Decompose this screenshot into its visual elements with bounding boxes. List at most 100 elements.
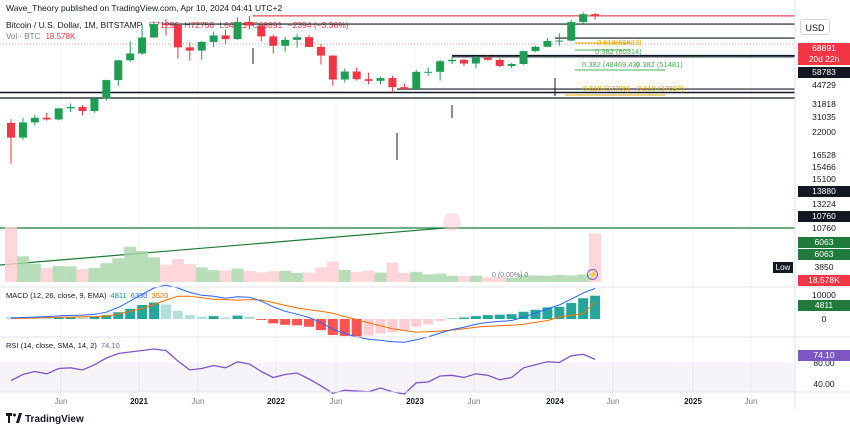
low-label: L — [219, 20, 225, 30]
candle-body — [543, 40, 552, 47]
volume-label: Vol · BTC — [6, 32, 41, 41]
volume-bar — [243, 271, 256, 282]
volume-bar — [434, 273, 447, 282]
macd-histogram-bar — [137, 304, 148, 319]
macd-histogram-bar — [268, 319, 279, 324]
volume-tag: 18.578K — [798, 274, 850, 286]
macd-title: MACD (12, 26, close, 9, EMA) — [6, 291, 107, 300]
rsi-title: RSI (14, close, SMA, 14, 2) — [6, 341, 97, 350]
candle-body — [7, 122, 15, 138]
price-label: 10760 — [798, 222, 850, 234]
price-label: 15100 — [798, 173, 850, 185]
macd-histogram-bar — [220, 317, 231, 319]
candle-body — [185, 47, 194, 51]
macd-histogram-bar — [554, 306, 565, 319]
macd-histogram-bar — [65, 317, 76, 319]
volume-bar — [112, 258, 125, 282]
rsi-value-tag: 74.10 — [798, 349, 850, 361]
volume-bar — [219, 270, 232, 282]
currency-button[interactable]: USD — [800, 19, 830, 35]
candle-body — [495, 59, 504, 66]
volume-bar — [529, 275, 542, 282]
volume-bar — [255, 272, 268, 282]
macd-histogram-bar — [160, 304, 171, 319]
volume-bar — [124, 246, 137, 282]
volume-bar — [5, 227, 17, 282]
volume-bar — [76, 269, 89, 282]
macd-histogram-bar — [53, 317, 64, 319]
candle-body — [293, 37, 302, 40]
macd-histogram-bar — [363, 319, 374, 336]
volume-bar — [362, 270, 375, 282]
current-price-tag: 68891 — [798, 42, 850, 54]
fib-label-618a: 0.618 (37706) — [583, 84, 630, 93]
macd-histogram-bar — [77, 317, 88, 319]
symbol-name: Bitcoin / U.S. Dollar, 1M, BITSTAMP — [6, 20, 143, 30]
candle-body — [281, 39, 290, 46]
volume-bar — [279, 270, 292, 282]
macd-histogram-bar — [172, 310, 183, 319]
candle-body — [30, 117, 39, 123]
macd-signal-value: 3520 — [151, 291, 169, 300]
candle-body — [364, 79, 373, 81]
volume-bar — [398, 272, 411, 282]
volume-bar — [517, 275, 530, 282]
candle-body — [257, 25, 266, 37]
price-label: 31818 — [798, 98, 850, 110]
volume-bar — [338, 269, 351, 282]
candle-body — [54, 108, 63, 120]
volume-bar — [541, 275, 554, 282]
price-label: 16528 — [798, 149, 850, 161]
volume-bar — [326, 261, 339, 282]
volume-bar — [481, 277, 494, 282]
tradingview-footer: TradingView — [6, 413, 84, 426]
macd-histogram-bar — [399, 319, 410, 331]
volume-bar — [64, 266, 77, 282]
time-axis-label: 2025 — [684, 397, 702, 406]
volume-bar — [52, 266, 65, 282]
candle-body — [66, 107, 75, 109]
candle-body — [78, 107, 87, 111]
volume-bar — [303, 272, 315, 282]
fib-label-top: 0.618(68883) — [597, 38, 642, 47]
volume-bar — [350, 271, 363, 282]
macd-histogram-bar — [423, 319, 434, 325]
macd-signal-line — [10, 295, 596, 333]
candle-body — [400, 87, 409, 90]
time-axis-label: Jun — [329, 397, 343, 406]
macd-histogram-bar — [542, 307, 553, 319]
time-axis-label: 2024 — [546, 397, 564, 406]
macd-histogram-bar — [256, 319, 267, 320]
volume-bar — [100, 263, 113, 282]
macd-histogram-bar — [292, 319, 303, 326]
candle-body — [173, 24, 182, 48]
high-value: 72756 — [190, 20, 214, 30]
price-label: 22000 — [798, 126, 850, 138]
volume-bar — [231, 268, 244, 282]
volume-bar — [16, 256, 29, 282]
volume-bar — [40, 267, 53, 282]
candle-body — [90, 98, 99, 111]
candle-body — [412, 71, 421, 90]
candle-body — [579, 14, 588, 23]
candle-body — [507, 64, 516, 66]
candle-body — [42, 117, 51, 120]
candle-body — [567, 22, 576, 41]
close-value: 68891 — [258, 20, 283, 30]
lightning-icon[interactable]: ⚡ — [587, 269, 598, 280]
macd-histogram-bar — [125, 308, 136, 319]
highlight-circle — [443, 213, 461, 231]
macd-histogram-bar — [304, 319, 314, 327]
rsi-line — [10, 348, 596, 395]
volume-bar — [148, 257, 161, 282]
volume-bar — [207, 270, 220, 282]
candle-body — [483, 57, 492, 60]
candle-body — [376, 78, 385, 81]
price-label: 13224 — [798, 198, 850, 210]
candle-body — [555, 40, 564, 42]
candle-body — [161, 24, 170, 26]
volume-bar — [577, 274, 590, 282]
macd-histogram-bar — [458, 317, 469, 319]
volume-bar — [446, 275, 459, 282]
